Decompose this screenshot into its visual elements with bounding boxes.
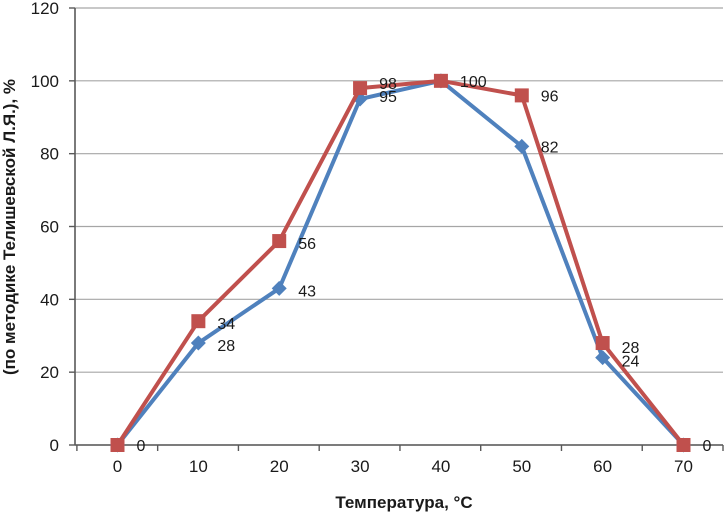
blue-series-data-label: 0 [703,438,712,455]
red-series-data-label: 98 [379,76,397,93]
blue-series-data-label: 28 [217,338,235,355]
blue-series-data-label: 24 [622,354,640,371]
blue-series-data-label: 100 [460,74,487,91]
x-tick-label: 30 [351,457,370,476]
red-series-marker [433,73,448,88]
blue-series-marker [595,350,611,366]
red-series-marker [676,438,691,452]
y-tick-label: 80 [40,145,59,164]
y-axis-title: (по методике Телишевской Л.Я.), % [0,79,19,375]
blue-series-data-label: 95 [379,89,397,106]
blue-series-marker [271,280,287,296]
red-series-marker [514,88,529,103]
series-group [110,73,691,453]
x-tick-label: 10 [189,457,208,476]
blue-series-data-label: 43 [298,283,316,300]
x-tick-label: 20 [270,457,289,476]
red-series-marker [595,336,610,351]
blue-series-data-label: 82 [541,139,559,156]
red-series-data-label: 34 [217,316,235,333]
red-series-data-label: 56 [298,236,316,253]
y-tick-label: 100 [31,72,59,91]
blue-series-marker [514,138,530,154]
red-series-line [115,78,686,447]
y-tick-label: 40 [40,290,59,309]
red-series-marker [191,314,206,329]
y-tick-label: 120 [31,0,59,18]
tick-labels-group: 0 20 40 60 80 100 120 0 10 20 30 40 50 60 70 [31,0,693,476]
x-tick-label: 0 [113,457,122,476]
red-series-data-label: 96 [541,88,559,105]
red-series-data-label: 28 [622,340,640,357]
gridlines-group [75,7,723,446]
data-labels-group: 0 28 43 95 100 82 24 0 34 56 98 96 28 [137,74,712,455]
x-tick-label: 70 [674,457,693,476]
red-series-marker [110,438,125,452]
axes-group [69,7,724,451]
y-tick-label: 60 [40,218,59,237]
x-tick-label: 60 [593,457,612,476]
y-tick-label: 20 [40,363,59,382]
blue-series-line [115,78,686,447]
blue-series-marker [190,335,206,351]
red-series-marker [272,234,287,249]
red-series-marker [353,81,368,96]
y-tick-label: 0 [50,436,59,455]
blue-series-data-label: 0 [137,438,146,455]
x-tick-label: 50 [512,457,531,476]
x-tick-label: 40 [431,457,450,476]
x-axis-title: Температура, °С [335,493,472,512]
